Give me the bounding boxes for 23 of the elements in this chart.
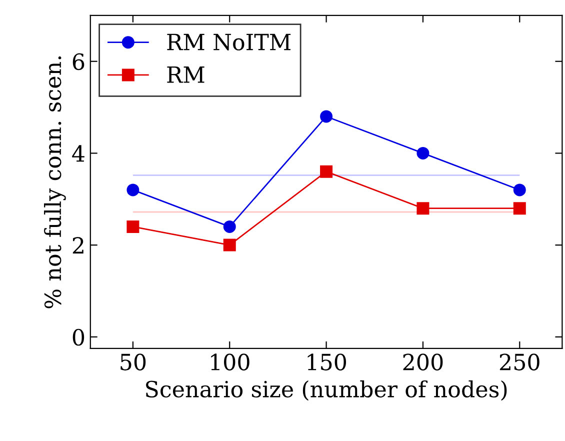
x-axis-title: Scenario size (number of nodes): [146, 380, 507, 401]
point: [223, 220, 236, 233]
legend-label: RM: [167, 66, 204, 83]
y-tick-label: 6: [72, 53, 84, 70]
y-axis-title: % not fully conn. scen.: [44, 56, 66, 308]
point: [320, 110, 333, 123]
point: [416, 146, 430, 160]
x-tick-label: 150: [308, 354, 346, 370]
x-tick-label: 250: [500, 354, 540, 370]
y-tick-label: 4: [72, 145, 84, 162]
x-tick-label: 100: [211, 354, 250, 370]
y-tick-label: 0: [72, 328, 84, 346]
x-tick-label: 50: [120, 354, 146, 370]
point: [513, 184, 526, 196]
point: [126, 220, 140, 233]
point: [223, 238, 236, 252]
point: [416, 202, 430, 215]
y-tick-label: 2: [72, 237, 84, 254]
point: [513, 202, 526, 215]
point: [126, 184, 140, 196]
point: [320, 165, 333, 178]
x-tick-label: 200: [403, 354, 443, 370]
legend-label: RM NoITM: [167, 34, 291, 50]
